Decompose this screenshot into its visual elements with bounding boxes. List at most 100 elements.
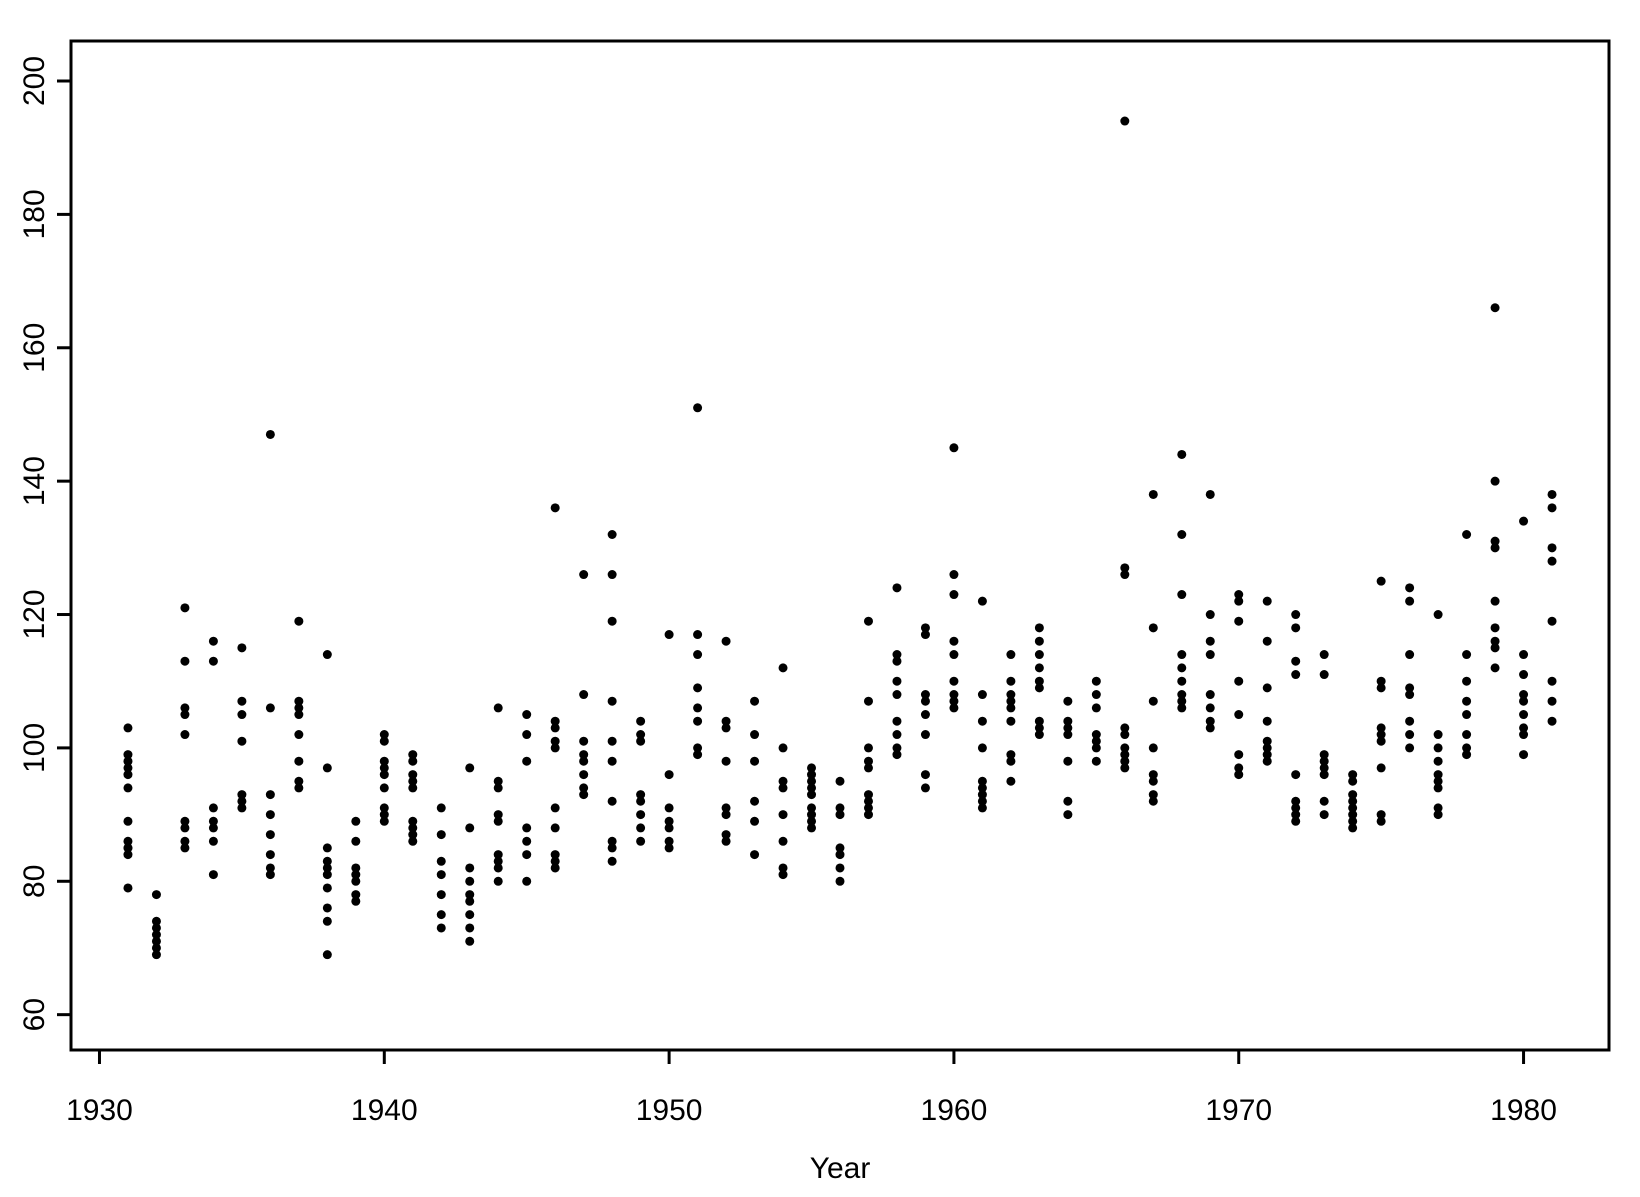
point	[1291, 610, 1301, 620]
point	[1205, 716, 1215, 726]
point	[351, 890, 361, 900]
point	[180, 656, 190, 666]
point	[180, 843, 190, 853]
point	[1462, 750, 1472, 760]
point	[151, 950, 161, 960]
point	[208, 816, 218, 826]
point	[151, 916, 161, 926]
point	[863, 616, 873, 626]
point	[123, 883, 133, 893]
point	[1319, 750, 1329, 760]
point	[1120, 723, 1130, 733]
point	[465, 923, 475, 933]
point	[607, 796, 617, 806]
point	[636, 730, 646, 740]
point	[379, 763, 389, 773]
point	[1063, 756, 1073, 766]
point	[920, 696, 930, 706]
point	[693, 403, 703, 413]
point	[607, 736, 617, 746]
point	[237, 710, 247, 720]
point	[579, 690, 589, 700]
point	[1120, 756, 1130, 766]
point	[1120, 730, 1130, 740]
point	[265, 810, 275, 820]
point	[721, 810, 731, 820]
point	[863, 790, 873, 800]
point	[379, 736, 389, 746]
point	[265, 429, 275, 439]
point	[1519, 696, 1529, 706]
point	[977, 783, 987, 793]
point	[1006, 776, 1016, 786]
point	[1433, 770, 1443, 780]
point	[1006, 696, 1016, 706]
point	[977, 776, 987, 786]
point	[1376, 730, 1386, 740]
point	[1034, 716, 1044, 726]
point	[1120, 570, 1130, 580]
point	[1177, 690, 1187, 700]
point	[379, 816, 389, 826]
point	[949, 696, 959, 706]
y-tick-label: 200	[18, 56, 51, 106]
point	[550, 736, 560, 746]
point	[180, 703, 190, 713]
point	[892, 716, 902, 726]
point	[920, 710, 930, 720]
point	[949, 676, 959, 686]
point	[1519, 730, 1529, 740]
point	[351, 836, 361, 846]
point	[920, 783, 930, 793]
point	[1433, 776, 1443, 786]
point	[1462, 710, 1472, 720]
point	[1262, 743, 1272, 753]
point	[1376, 683, 1386, 693]
point	[493, 703, 503, 713]
point	[693, 683, 703, 693]
point	[1063, 696, 1073, 706]
point	[1405, 650, 1415, 660]
point	[1091, 730, 1101, 740]
point	[1547, 616, 1557, 626]
point	[1148, 790, 1158, 800]
point	[522, 876, 532, 886]
point	[1205, 489, 1215, 499]
point	[721, 830, 731, 840]
point	[863, 763, 873, 773]
point	[607, 836, 617, 846]
point	[920, 630, 930, 640]
point	[892, 730, 902, 740]
point	[636, 810, 646, 820]
point	[493, 776, 503, 786]
point	[636, 836, 646, 846]
point	[379, 810, 389, 820]
point	[1376, 816, 1386, 826]
point	[721, 756, 731, 766]
point	[1091, 756, 1101, 766]
point	[1034, 683, 1044, 693]
point	[835, 803, 845, 813]
x-tick-label: 1970	[1205, 1094, 1272, 1127]
point	[920, 623, 930, 633]
point	[1319, 763, 1329, 773]
point	[892, 743, 902, 753]
point	[1034, 730, 1044, 740]
point	[180, 730, 190, 740]
point	[208, 823, 218, 833]
point	[408, 816, 418, 826]
point	[1148, 696, 1158, 706]
point	[1319, 650, 1329, 660]
point	[1177, 650, 1187, 660]
point	[607, 696, 617, 706]
point	[579, 750, 589, 760]
point	[1234, 763, 1244, 773]
point	[1177, 449, 1187, 459]
point	[1091, 703, 1101, 713]
point	[379, 783, 389, 793]
point	[949, 570, 959, 580]
point	[721, 836, 731, 846]
point	[1376, 676, 1386, 686]
point	[1319, 756, 1329, 766]
